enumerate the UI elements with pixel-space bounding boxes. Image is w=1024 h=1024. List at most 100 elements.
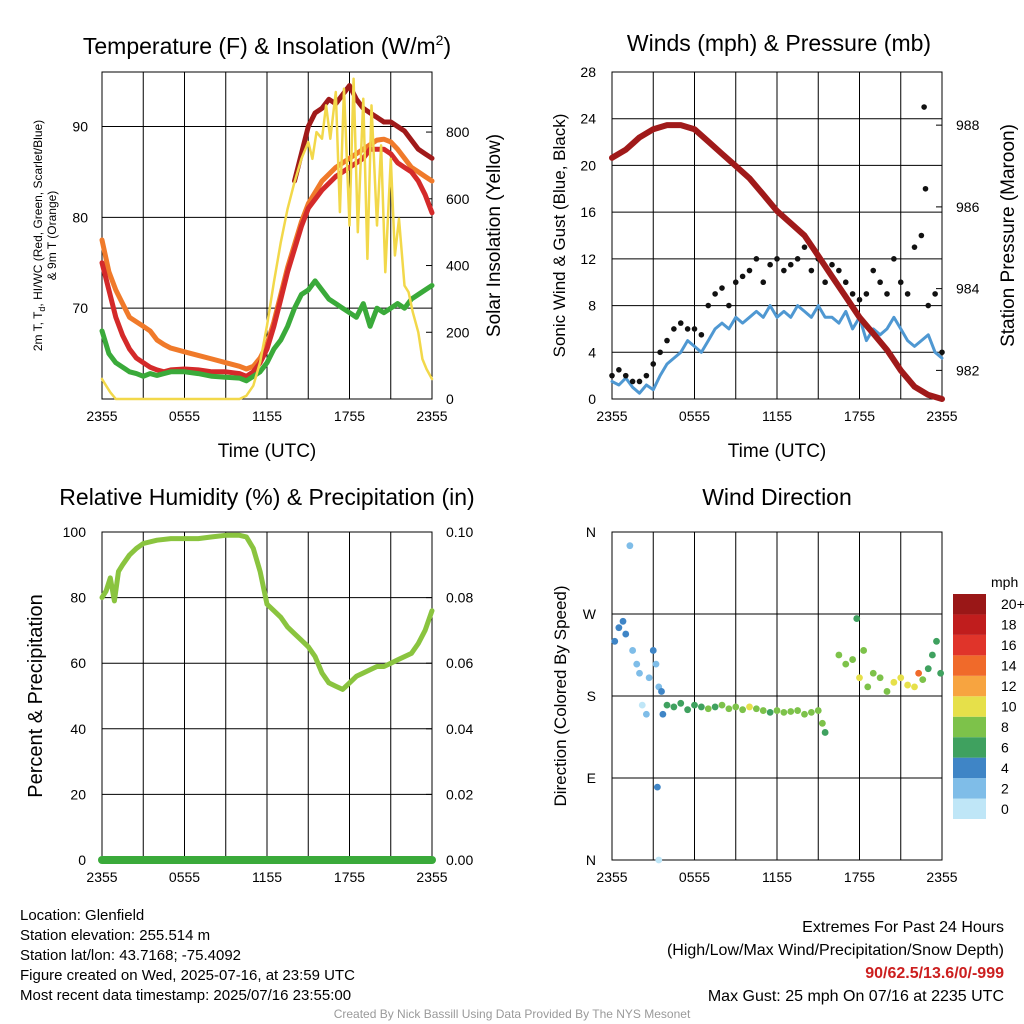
direction-point <box>794 707 802 714</box>
gust-point <box>616 367 622 373</box>
x-tick-label: 2355 <box>596 869 627 885</box>
gust-point <box>870 267 877 274</box>
legend-swatch <box>953 778 986 799</box>
direction-point <box>919 676 927 683</box>
y-tick-label: 12 <box>580 251 596 267</box>
chart-title: Temperature (F) & Insolation (W/m2) <box>83 32 451 59</box>
y2-tick-label: 0.08 <box>446 590 473 606</box>
direction-point <box>684 706 692 714</box>
y2-tick-label: 0.10 <box>446 524 473 540</box>
y2-tick-label: 988 <box>956 117 980 133</box>
y-tick-label: 8 <box>588 298 596 314</box>
gust-point <box>677 320 684 326</box>
direction-point <box>626 542 634 550</box>
series-line-td <box>99 278 435 384</box>
y2-tick-label: 0.00 <box>446 852 473 868</box>
x-axis-label: Time (UTC) <box>218 441 317 462</box>
gust-point <box>753 256 760 262</box>
direction-point <box>766 709 774 716</box>
y2-tick-label: 986 <box>956 199 980 215</box>
direction-point <box>787 708 795 715</box>
y2-tick-label: 0 <box>446 391 454 407</box>
gust-point <box>801 244 808 250</box>
x-tick-label: 2355 <box>926 408 957 424</box>
legend-label: 18 <box>1001 617 1017 633</box>
direction-point <box>629 647 637 654</box>
gust-point <box>691 326 698 332</box>
gust-point <box>698 331 705 338</box>
y-tick-label: 0 <box>588 391 596 407</box>
y2-tick-label: 0.06 <box>446 655 473 671</box>
x-tick-label: 2355 <box>86 408 117 424</box>
x-tick-label: 0555 <box>169 408 200 424</box>
direction-point <box>773 707 781 714</box>
max-gust-text: Max Gust: 25 mph On 07/16 at 2235 UTC <box>707 988 1004 1005</box>
extremes-title: Extremes For Past 24 Hours <box>802 919 1004 936</box>
legend-swatch <box>953 594 986 615</box>
gust-point <box>671 326 677 332</box>
y-tick-label: 16 <box>580 204 596 220</box>
direction-point <box>619 617 627 625</box>
direction-point <box>677 699 685 707</box>
y-tick-label: S <box>587 688 596 704</box>
direction-point <box>697 703 705 711</box>
y2-tick-label: 0.02 <box>446 786 473 802</box>
y-tick-label: 28 <box>580 64 596 80</box>
legend-title: mph <box>991 574 1018 590</box>
y-axis-label: Direction (Colored By Speed) <box>551 585 570 806</box>
x-tick-label: 2355 <box>416 408 447 424</box>
direction-point <box>739 706 747 714</box>
direction-point <box>636 669 643 677</box>
legend-swatch <box>953 655 986 676</box>
direction-point <box>711 703 719 711</box>
x-tick-label: 2355 <box>596 408 627 424</box>
y-tick-label: 20 <box>70 786 86 802</box>
gust-point <box>650 361 657 367</box>
direction-point <box>853 615 861 622</box>
legend-swatch <box>953 634 986 656</box>
legend-swatch <box>953 737 986 758</box>
gust-outlier-point <box>921 104 927 110</box>
direction-point <box>780 709 788 716</box>
direction-point <box>652 660 660 668</box>
direction-point <box>670 703 678 711</box>
gust-point <box>622 372 629 379</box>
chart-title: Wind Direction <box>702 484 852 510</box>
direction-point <box>807 709 815 716</box>
direction-point <box>638 701 646 709</box>
y-tick-label: 0 <box>78 852 86 868</box>
gust-point <box>897 279 904 286</box>
gust-point <box>939 349 945 356</box>
direction-point <box>890 678 898 686</box>
y-tick-label: N <box>586 524 596 540</box>
y2-tick-label: 984 <box>956 281 980 297</box>
legend-label: 20+ <box>1001 596 1024 612</box>
direction-point <box>924 665 932 673</box>
panel-temperature: 2355 0555 1155 1755 2355 Time (UTC) 70 80 90 0 200… <box>31 32 505 462</box>
panel-winds: 2355 0555 1155 1755 2355 Time (UTC) 0 4 8 12 16 20 2… <box>550 30 1019 462</box>
gust-point <box>863 291 870 297</box>
gust-point <box>808 267 815 274</box>
gust-point <box>904 291 911 297</box>
direction-point <box>860 647 868 654</box>
direction-point <box>842 660 850 668</box>
direction-point <box>725 705 733 713</box>
series-line-2m-t <box>99 146 435 379</box>
extremes-panel: Extremes For Past 24 Hours (High/Low/Max… <box>667 916 1004 1008</box>
y2-tick-label: 982 <box>956 362 980 378</box>
direction-point <box>732 703 740 711</box>
direction-point <box>611 637 619 645</box>
direction-point <box>933 637 940 645</box>
gust-point <box>787 261 794 268</box>
extremes-value: 90/62.5/13.6/0/-999 <box>865 965 1004 982</box>
x-tick-label: 0555 <box>679 408 710 424</box>
direction-point <box>915 669 923 677</box>
direction-point <box>801 710 808 718</box>
gust-point <box>932 291 938 297</box>
gust-point <box>664 337 670 344</box>
y-tick-label: W <box>583 606 597 622</box>
chart-title-close: ) <box>443 33 451 59</box>
y-tick-label: 24 <box>580 111 596 127</box>
